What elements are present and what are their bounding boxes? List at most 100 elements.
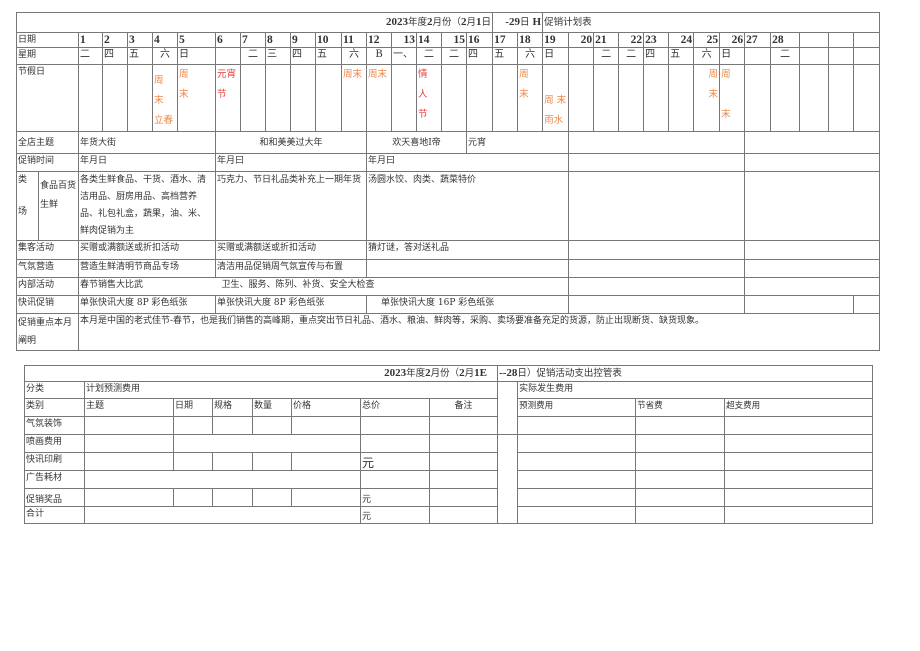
- cell[interactable]: [428, 416, 499, 435]
- cell[interactable]: [291, 416, 361, 435]
- cell[interactable]: [84, 434, 174, 453]
- title-text: 年度: [406, 368, 426, 379]
- cell[interactable]: [252, 452, 292, 471]
- cell[interactable]: [428, 434, 499, 453]
- cell[interactable]: [428, 506, 499, 524]
- customer-cell: 买赠或满额送或折扣活动: [78, 240, 216, 260]
- title-day: -29: [505, 16, 520, 28]
- cell[interactable]: [252, 416, 292, 435]
- holiday-cell: [799, 64, 830, 132]
- title-year: 2023: [386, 16, 408, 28]
- day-number: 7: [240, 32, 266, 48]
- table-row: 气氛装饰: [24, 416, 874, 435]
- weekday-cell: 五: [492, 47, 519, 65]
- cell[interactable]: [360, 470, 430, 489]
- cell[interactable]: [84, 452, 174, 471]
- holiday-cell: [465, 64, 494, 132]
- cell[interactable]: [84, 416, 174, 435]
- holiday-cell: 周末: [366, 64, 392, 132]
- atmosphere-cell: 营造生鲜清明节商品专场: [78, 259, 216, 278]
- cell[interactable]: [212, 452, 253, 471]
- title-year: 2023: [384, 367, 407, 379]
- cell[interactable]: [635, 470, 726, 489]
- cell[interactable]: [635, 506, 726, 524]
- cell[interactable]: [212, 488, 253, 507]
- holiday-cell: 周 末: [719, 64, 746, 132]
- cell[interactable]: [724, 452, 874, 471]
- title-text: 日: [481, 17, 492, 28]
- cell[interactable]: [517, 488, 637, 507]
- cell[interactable]: [252, 488, 292, 507]
- day-number: 17: [492, 32, 519, 48]
- cell[interactable]: [84, 470, 361, 489]
- theme-cell: 年货大街: [78, 131, 216, 154]
- cell[interactable]: [360, 416, 430, 435]
- weekday-cell: 六: [517, 47, 544, 65]
- day-number: 13: [391, 32, 417, 48]
- weekday-cell: [215, 47, 241, 65]
- header-cell: 类别: [24, 398, 85, 417]
- cell[interactable]: [724, 470, 874, 489]
- actual-header-cell: 预测费用: [517, 398, 637, 417]
- cell[interactable]: [84, 488, 174, 507]
- title-text: 日）促销活动支出控管表: [517, 368, 622, 379]
- focus-label: 促销重点本月阐明: [16, 313, 79, 351]
- category-label: 分类: [24, 381, 85, 399]
- cell[interactable]: [635, 434, 726, 453]
- cell[interactable]: [212, 416, 253, 435]
- day-number: 3: [127, 32, 153, 48]
- day-number: 19: [542, 32, 570, 48]
- day-number: [799, 32, 830, 48]
- cell[interactable]: [173, 416, 213, 435]
- cell[interactable]: [517, 434, 637, 453]
- cell[interactable]: [724, 416, 874, 435]
- flyer-cell: 单张快讯大度 8P 彩色纸张: [215, 295, 367, 314]
- day-number: 28: [770, 32, 801, 48]
- weekday-cell: 五: [315, 47, 342, 65]
- atmosphere-label: 气氛营造: [16, 259, 79, 278]
- cell[interactable]: [428, 452, 499, 471]
- cell[interactable]: [360, 434, 430, 453]
- holiday-cell: [853, 64, 881, 132]
- plan-title-left: 2023年度2月份（2月1日: [15, 12, 493, 33]
- weekday-cell: 二: [593, 47, 620, 65]
- cell[interactable]: [635, 488, 726, 507]
- cell[interactable]: [635, 452, 726, 471]
- cell[interactable]: [173, 434, 361, 453]
- cell[interactable]: [517, 416, 637, 435]
- cell[interactable]: [84, 506, 361, 524]
- weekday-cell: 一、: [391, 47, 417, 65]
- cost-title-right: --28日）促销活动支出控管表: [497, 365, 874, 382]
- holiday-cell: [492, 64, 519, 132]
- weekday-cell: [799, 47, 830, 65]
- cell[interactable]: [724, 434, 874, 453]
- cell[interactable]: [173, 452, 213, 471]
- table-row: 合计 元: [24, 506, 874, 524]
- holiday-cell: 周 末 雨水: [542, 64, 570, 132]
- empty-cell: [744, 153, 881, 172]
- cell[interactable]: [428, 488, 499, 507]
- holiday-cell: [441, 64, 467, 132]
- cell[interactable]: [173, 488, 213, 507]
- day-number: 4: [152, 32, 178, 48]
- time-cell: 年月日: [78, 153, 216, 172]
- cell[interactable]: [724, 506, 874, 524]
- total-cell: 元: [360, 488, 430, 507]
- cell[interactable]: [724, 488, 874, 507]
- theme-cell: 欢天喜地Ⅰ帝: [366, 131, 467, 154]
- holiday-cell: [290, 64, 316, 132]
- cell[interactable]: [517, 506, 637, 524]
- cell[interactable]: [428, 470, 499, 489]
- holiday-cell: 周 末 立春: [152, 64, 178, 132]
- row-label: 气氛装饰: [24, 416, 85, 435]
- cell[interactable]: [517, 452, 637, 471]
- holiday-cell: [391, 64, 417, 132]
- cell[interactable]: [291, 488, 361, 507]
- cell[interactable]: [291, 452, 361, 471]
- day-number: 22: [618, 32, 645, 48]
- cell[interactable]: [635, 416, 726, 435]
- plan-title-mid: -29日 H: [492, 12, 544, 33]
- chang-label: 场: [18, 207, 28, 217]
- weekday-cell: 六: [341, 47, 367, 65]
- cell[interactable]: [517, 470, 637, 489]
